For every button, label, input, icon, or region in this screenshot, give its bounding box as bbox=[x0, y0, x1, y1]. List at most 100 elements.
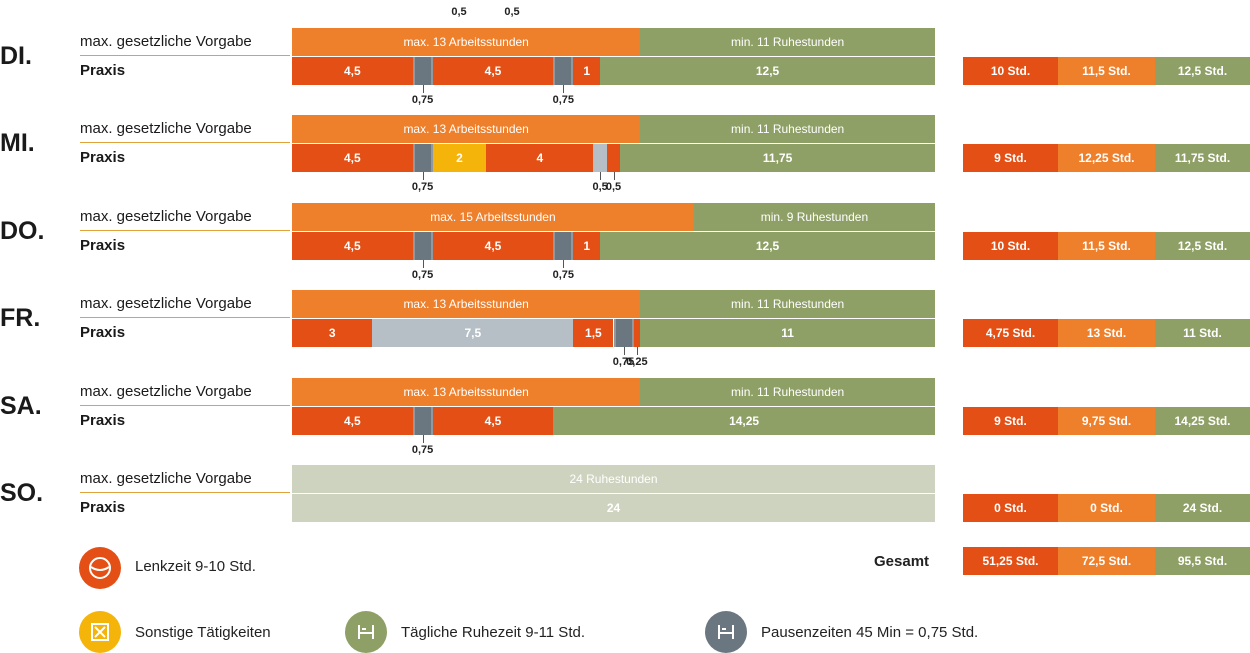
practice-bar-segment: 4 bbox=[486, 144, 594, 172]
practice-bar-segment: 24 bbox=[292, 494, 935, 522]
legal-row-label: max. gesetzliche Vorgabe bbox=[80, 208, 252, 225]
value-tick bbox=[422, 172, 424, 180]
top-value-label: 0,5 bbox=[504, 6, 520, 18]
practice-bar-segment: 11 bbox=[640, 319, 935, 347]
legal-bar-segment: max. 13 Arbeitsstunden bbox=[292, 28, 641, 56]
summary-cell: 11 Std. bbox=[1155, 319, 1250, 347]
legal-bar-segment: min. 11 Ruhestunden bbox=[640, 378, 935, 406]
practice-bar-segment bbox=[553, 232, 574, 260]
legend-other-label: Sonstige Tätigkeiten bbox=[135, 624, 271, 641]
practice-bar-segment: 12,5 bbox=[600, 232, 935, 260]
steering-wheel-icon bbox=[89, 557, 111, 579]
bed-icon bbox=[718, 625, 734, 639]
practice-bar-segment: 4,5 bbox=[432, 232, 554, 260]
practice-row-label: Praxis bbox=[80, 237, 126, 254]
segment-value-label: 0,75 bbox=[552, 94, 575, 106]
legal-bar-segment: min. 11 Ruhestunden bbox=[640, 290, 935, 318]
legal-row-label: max. gesetzliche Vorgabe bbox=[80, 295, 252, 312]
legend-drive-label: Lenkzeit 9-10 Std. bbox=[135, 558, 256, 575]
value-tick bbox=[613, 172, 615, 180]
summary-cell: 11,5 Std. bbox=[1058, 232, 1155, 260]
legend-break-circle bbox=[705, 611, 747, 653]
practice-bar-segment bbox=[553, 57, 574, 85]
practice-bar-segment: 4,5 bbox=[432, 407, 554, 435]
day-label: DO. bbox=[0, 217, 45, 245]
legend-other-circle bbox=[79, 611, 121, 653]
practice-bar-segment: 12,5 bbox=[600, 57, 935, 85]
practice-row-label: Praxis bbox=[80, 499, 126, 516]
tools-icon bbox=[91, 623, 109, 641]
practice-bar-segment bbox=[593, 144, 607, 172]
value-tick bbox=[623, 347, 625, 355]
day-label: FR. bbox=[0, 304, 41, 332]
segment-value-label: 0,5 bbox=[605, 181, 622, 193]
summary-cell: 0 Std. bbox=[1058, 494, 1155, 522]
legend-rest-circle bbox=[345, 611, 387, 653]
practice-bar-segment bbox=[412, 144, 433, 172]
practice-bar-segment: 4,5 bbox=[292, 407, 413, 435]
value-tick bbox=[563, 85, 565, 93]
practice-bar-segment: 4,5 bbox=[292, 57, 413, 85]
segment-value-label: 0,25 bbox=[626, 356, 648, 368]
segment-value-label: 0,75 bbox=[411, 269, 434, 281]
summary-cell: 9,75 Std. bbox=[1058, 407, 1155, 435]
practice-bar-segment bbox=[412, 232, 433, 260]
row-divider bbox=[80, 142, 290, 143]
summary-cell: 10 Std. bbox=[963, 57, 1058, 85]
legal-bar-segment: max. 13 Arbeitsstunden bbox=[292, 378, 641, 406]
legal-bar-segment: max. 15 Arbeitsstunden bbox=[292, 203, 694, 231]
summary-cell: 12,5 Std. bbox=[1155, 57, 1250, 85]
summary-cell: 11,75 Std. bbox=[1155, 144, 1250, 172]
value-tick bbox=[600, 172, 602, 180]
day-label: DI. bbox=[0, 42, 32, 70]
practice-bar-segment: 4,5 bbox=[292, 144, 413, 172]
practice-row-label: Praxis bbox=[80, 324, 126, 341]
segment-value-label: 0,5 bbox=[592, 181, 608, 193]
gesamt-drive-total: 51,25 Std. bbox=[963, 547, 1058, 575]
practice-bar-segment: 11,75 bbox=[620, 144, 935, 172]
value-tick bbox=[422, 260, 424, 268]
gesamt-label: Gesamt bbox=[874, 553, 930, 570]
summary-cell: 0 Std. bbox=[963, 494, 1058, 522]
segment-value-label: 0,75 bbox=[411, 181, 434, 193]
summary-cell: 11,5 Std. bbox=[1058, 57, 1155, 85]
legend-break-label: Pausenzeiten 45 Min = 0,75 Std. bbox=[761, 624, 979, 641]
segment-value-label: 0,75 bbox=[411, 444, 434, 456]
practice-bar-segment: 3 bbox=[292, 319, 373, 347]
summary-cell: 10 Std. bbox=[963, 232, 1058, 260]
practice-bar-segment: 1,5 bbox=[573, 319, 614, 347]
gesamt-work-total: 72,5 Std. bbox=[1058, 547, 1155, 575]
practice-bar-segment bbox=[606, 144, 621, 172]
row-divider bbox=[80, 405, 290, 406]
row-divider bbox=[80, 230, 290, 231]
practice-bar-segment: 7,5 bbox=[372, 319, 574, 347]
legal-row-label: max. gesetzliche Vorgabe bbox=[80, 33, 252, 50]
row-divider bbox=[80, 492, 290, 493]
legal-row-label: max. gesetzliche Vorgabe bbox=[80, 383, 252, 400]
practice-bar-segment bbox=[633, 319, 641, 347]
value-tick bbox=[563, 260, 565, 268]
legend-rest-label: Tägliche Ruhezeit 9-11 Std. bbox=[401, 624, 585, 641]
row-divider bbox=[80, 317, 290, 318]
row-divider bbox=[80, 55, 290, 56]
practice-bar-segment bbox=[412, 407, 433, 435]
practice-row-label: Praxis bbox=[80, 62, 126, 79]
summary-cell: 9 Std. bbox=[963, 407, 1058, 435]
practice-bar-segment: 14,25 bbox=[553, 407, 935, 435]
practice-row-label: Praxis bbox=[80, 412, 126, 429]
summary-cell: 4,75 Std. bbox=[963, 319, 1058, 347]
summary-cell: 12,5 Std. bbox=[1155, 232, 1250, 260]
practice-bar-segment bbox=[613, 319, 634, 347]
practice-bar-segment: 4,5 bbox=[292, 232, 413, 260]
legal-bar-segment: min. 11 Ruhestunden bbox=[640, 115, 935, 143]
day-label: SA. bbox=[0, 392, 42, 420]
practice-bar-segment bbox=[412, 57, 433, 85]
legal-row-label: max. gesetzliche Vorgabe bbox=[80, 470, 252, 487]
segment-value-label: 0,75 bbox=[552, 269, 575, 281]
segment-value-label: 0,75 bbox=[411, 94, 434, 106]
legal-bar-segment: min. 11 Ruhestunden bbox=[640, 28, 935, 56]
legal-row-label: max. gesetzliche Vorgabe bbox=[80, 120, 252, 137]
practice-bar-segment: 2 bbox=[432, 144, 487, 172]
practice-bar-segment: 1 bbox=[573, 57, 601, 85]
value-tick bbox=[422, 85, 424, 93]
